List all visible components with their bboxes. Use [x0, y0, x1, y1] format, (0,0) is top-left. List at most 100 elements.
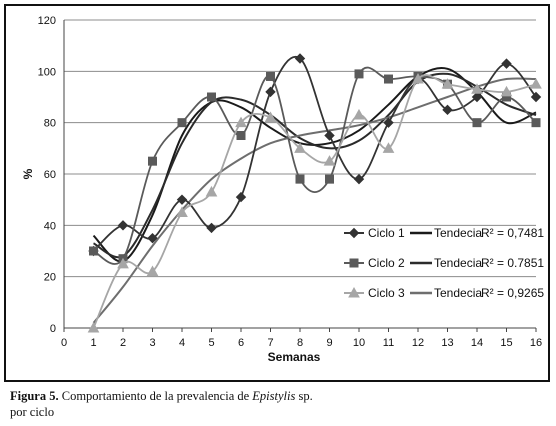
x-tick-label: 9 — [326, 337, 332, 349]
data-point — [146, 265, 159, 277]
caption-line-2: por ciclo — [10, 405, 55, 419]
y-tick-label: 20 — [44, 272, 56, 284]
data-point — [354, 69, 364, 79]
legend-trend-label: Tendecia — [434, 226, 482, 240]
trend-lines — [92, 67, 537, 324]
legend-trend-r2: R² = 0.7851 — [481, 256, 544, 270]
data-point — [236, 131, 246, 140]
y-tick-label: 60 — [44, 169, 56, 181]
y-axis-title: % — [21, 168, 35, 179]
x-tick-label: 13 — [441, 337, 453, 349]
legend-marker — [348, 227, 360, 239]
figure-caption: Figura 5. Comportamiento de la prevalenc… — [10, 388, 530, 420]
x-tick-label: 1 — [90, 337, 96, 349]
legend-series-label: Ciclo 1 — [368, 226, 405, 240]
legend-trend-label: Tendecia — [434, 256, 482, 270]
figure-label: Figura 5. — [10, 389, 59, 403]
chart-frame: 0 20 40 60 80 100 120 0 1 2 3 4 5 6 7 8 9 10 11 12 13 14 15 16 … — [4, 4, 550, 382]
x-tick-label: 7 — [267, 337, 273, 349]
x-tick-label: 2 — [120, 337, 126, 349]
data-point — [89, 246, 98, 256]
data-point — [442, 104, 453, 116]
data-point — [530, 78, 542, 89]
data-point — [205, 185, 218, 197]
x-tick-label: 12 — [412, 337, 424, 349]
data-point — [412, 73, 424, 84]
x-tick-label: 16 — [530, 337, 542, 349]
caption-text: Comportamiento de la prevalencia de — [58, 389, 253, 403]
data-point — [383, 117, 394, 128]
x-tick-label: 6 — [238, 337, 244, 349]
data-point — [471, 83, 483, 94]
data-point — [384, 74, 393, 84]
data-point — [531, 118, 541, 128]
x-tick-label: 14 — [471, 337, 483, 349]
data-point — [177, 118, 187, 128]
data-point — [353, 173, 365, 185]
data-point — [472, 118, 482, 128]
data-point — [207, 92, 216, 102]
trend-line-3 — [92, 77, 537, 324]
data-point — [471, 91, 483, 103]
data-point — [206, 222, 217, 234]
x-tick-label: 8 — [297, 337, 303, 349]
x-tick-label: 11 — [383, 337, 394, 349]
series-line-2 — [93, 66, 537, 265]
caption-species: Epistylis — [252, 389, 296, 403]
data-point — [294, 53, 306, 64]
data-point — [353, 108, 365, 120]
x-tick-label: 5 — [208, 337, 214, 349]
series-2 — [89, 66, 541, 265]
data-point — [295, 174, 305, 184]
data-point — [266, 71, 275, 81]
y-tick-label: 120 — [38, 15, 56, 27]
data-point — [117, 220, 129, 231]
data-point — [441, 78, 454, 89]
legend-marker — [348, 286, 360, 298]
x-axis-title: Semanas — [268, 350, 321, 364]
legend-trend-r2: R² = 0,7481 — [481, 226, 544, 240]
data-point — [323, 155, 336, 166]
y-tick-label: 40 — [44, 220, 56, 232]
caption-line-1: Figura 5. Comportamiento de la prevalenc… — [10, 388, 530, 404]
series-line-3 — [92, 74, 537, 329]
legend-trend-r2: R² = 0,9265 — [481, 286, 544, 300]
legend-series-label: Ciclo 3 — [368, 286, 405, 300]
x-tick-label: 10 — [353, 337, 365, 349]
trend-line-2 — [92, 72, 537, 259]
data-point — [117, 257, 129, 269]
data-point — [325, 174, 334, 184]
caption-text-end: sp. — [295, 389, 313, 403]
y-tick-label: 100 — [38, 66, 56, 78]
data-point — [235, 116, 247, 128]
data-point — [501, 58, 512, 69]
y-tick-label: 0 — [50, 323, 56, 335]
data-point — [176, 194, 188, 205]
legend-series-label: Ciclo 2 — [368, 256, 405, 270]
series-3 — [87, 73, 542, 333]
data-point — [148, 156, 157, 166]
data-point — [382, 142, 395, 153]
data-series — [87, 53, 542, 333]
data-point — [500, 85, 513, 97]
x-tick-label: 15 — [500, 337, 512, 349]
x-tick-label: 3 — [149, 337, 155, 349]
data-point — [147, 232, 158, 244]
series-line-1 — [92, 55, 537, 252]
data-point — [530, 91, 542, 103]
data-point — [324, 130, 335, 141]
data-point — [235, 191, 247, 203]
x-tick-label: 4 — [179, 337, 185, 349]
legend-trend-label: Tendecia — [434, 286, 482, 300]
data-point — [294, 142, 306, 153]
data-point — [265, 86, 276, 98]
data-point — [264, 111, 277, 123]
y-tick-label: 80 — [44, 118, 56, 130]
grid-lines — [64, 19, 536, 278]
data-point — [176, 206, 188, 217]
